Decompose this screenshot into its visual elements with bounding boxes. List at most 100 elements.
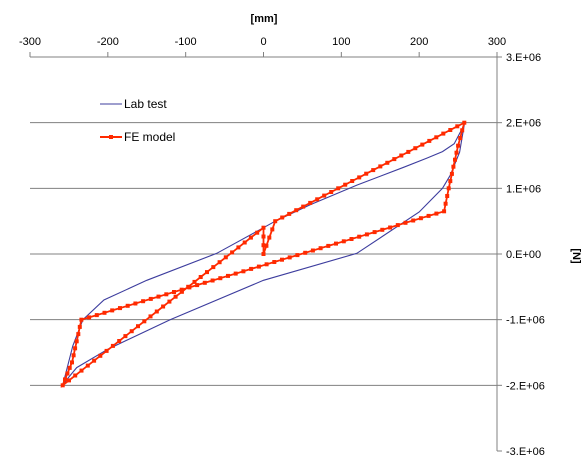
x-tick-label: -100 xyxy=(175,36,197,48)
fe-model-point xyxy=(102,310,107,315)
fe-model-point xyxy=(70,360,74,365)
y-tick-label: -2.E+06 xyxy=(506,380,545,392)
fe-model-point xyxy=(385,160,390,165)
fe-model-point xyxy=(443,201,448,206)
fe-model-point xyxy=(426,213,431,218)
fe-model-point xyxy=(420,142,425,147)
fe-model-point xyxy=(154,309,159,314)
fe-model-point xyxy=(148,296,153,301)
fe-model-point xyxy=(399,153,404,158)
fe-model-point xyxy=(110,308,115,313)
fe-model-point xyxy=(446,186,451,191)
fe-model-point xyxy=(71,353,76,358)
fe-model-point xyxy=(94,313,99,318)
fe-model-point xyxy=(336,186,341,191)
fe-model-point xyxy=(125,303,130,308)
fe-model-point xyxy=(87,315,92,320)
fe-model-point xyxy=(318,246,323,251)
fe-model-point xyxy=(241,269,246,274)
fe-model-point xyxy=(192,279,197,284)
fe-model-point xyxy=(79,317,84,322)
fe-model-point xyxy=(380,227,385,232)
fe-model-point xyxy=(67,365,72,370)
fe-model-point xyxy=(77,324,82,329)
fe-model-point xyxy=(85,363,90,368)
fe-model-point xyxy=(98,353,103,358)
y-tick-label: -3.E+06 xyxy=(506,446,545,456)
fe-model-point xyxy=(148,314,153,319)
fe-model-point xyxy=(272,260,277,264)
fe-model-point xyxy=(294,208,299,213)
fe-model-point xyxy=(73,373,78,378)
fe-model-point xyxy=(261,243,266,248)
fe-model-point xyxy=(73,346,78,351)
fe-model-point xyxy=(454,150,459,155)
fe-model-point xyxy=(167,299,172,304)
fe-model-point xyxy=(217,260,222,265)
fe-model-point xyxy=(65,371,70,376)
fe-model-point xyxy=(123,334,128,339)
fe-model-point xyxy=(161,304,166,309)
fe-model-point xyxy=(173,294,178,299)
fe-model-point xyxy=(261,252,266,256)
fe-model-point xyxy=(60,383,65,388)
legend-fe-model-label: FE model xyxy=(124,130,175,144)
fe-model-point xyxy=(74,339,79,344)
fe-model-point xyxy=(287,255,292,260)
fe-model-point xyxy=(63,377,67,382)
fe-model-point xyxy=(261,234,266,239)
fe-model-point xyxy=(460,128,465,133)
x-tick-label: 0 xyxy=(260,36,266,48)
fe-model-point xyxy=(434,135,439,140)
fe-model-point xyxy=(261,225,266,230)
fe-model-point xyxy=(156,294,161,299)
fe-model-point xyxy=(76,332,81,337)
plot-series xyxy=(60,120,467,389)
fe-model-point xyxy=(413,146,418,151)
legend-lab-test-label: Lab test xyxy=(124,97,167,111)
fe-model-point xyxy=(104,348,109,353)
fe-model-point xyxy=(226,273,230,278)
fe-model-point xyxy=(411,218,416,223)
fe-model-point xyxy=(233,271,238,276)
fe-model-point xyxy=(445,194,450,198)
fe-model-point xyxy=(223,255,228,260)
fe-model-point xyxy=(248,235,253,240)
fe-model-point xyxy=(198,275,203,279)
fe-model-point xyxy=(242,240,247,245)
fe-model-point xyxy=(133,301,138,306)
fe-model-point xyxy=(230,250,235,255)
fe-model-point xyxy=(395,223,400,228)
fe-model-point xyxy=(211,265,216,270)
fe-model-point xyxy=(256,264,261,269)
fe-model-point xyxy=(388,225,393,230)
fe-model-point xyxy=(110,343,115,348)
y-tick-label: 3.E+06 xyxy=(506,52,541,64)
fe-model-point xyxy=(448,128,453,132)
fe-model-point xyxy=(462,120,467,125)
fe-model-point xyxy=(334,241,338,246)
fe-model-point xyxy=(350,179,355,183)
fe-model-point xyxy=(357,234,362,239)
fe-model-point xyxy=(449,171,454,176)
fe-model-point xyxy=(264,262,269,267)
fe-model-point xyxy=(273,219,278,224)
y-tick-label: 1.E+06 xyxy=(506,183,541,195)
fe-model-point xyxy=(372,230,377,235)
fe-model-point xyxy=(267,235,272,240)
fe-model-point xyxy=(434,211,439,216)
legend-fe-model-marker xyxy=(109,135,113,139)
y-tick-label: 0.E+00 xyxy=(506,249,541,261)
fe-model-point xyxy=(129,329,134,334)
fe-model-point xyxy=(164,292,169,297)
fe-model-point xyxy=(392,157,397,162)
fe-model-point xyxy=(280,215,285,220)
fe-model-point xyxy=(322,193,327,198)
y-tick-label: -1.E+06 xyxy=(506,315,545,327)
fe-model-point xyxy=(202,280,207,285)
x-tick-label: 100 xyxy=(332,36,350,48)
fe-model-point xyxy=(315,197,320,202)
fe-model-point xyxy=(308,200,313,205)
fe-model-point xyxy=(218,276,223,281)
fe-model-point xyxy=(343,182,348,187)
